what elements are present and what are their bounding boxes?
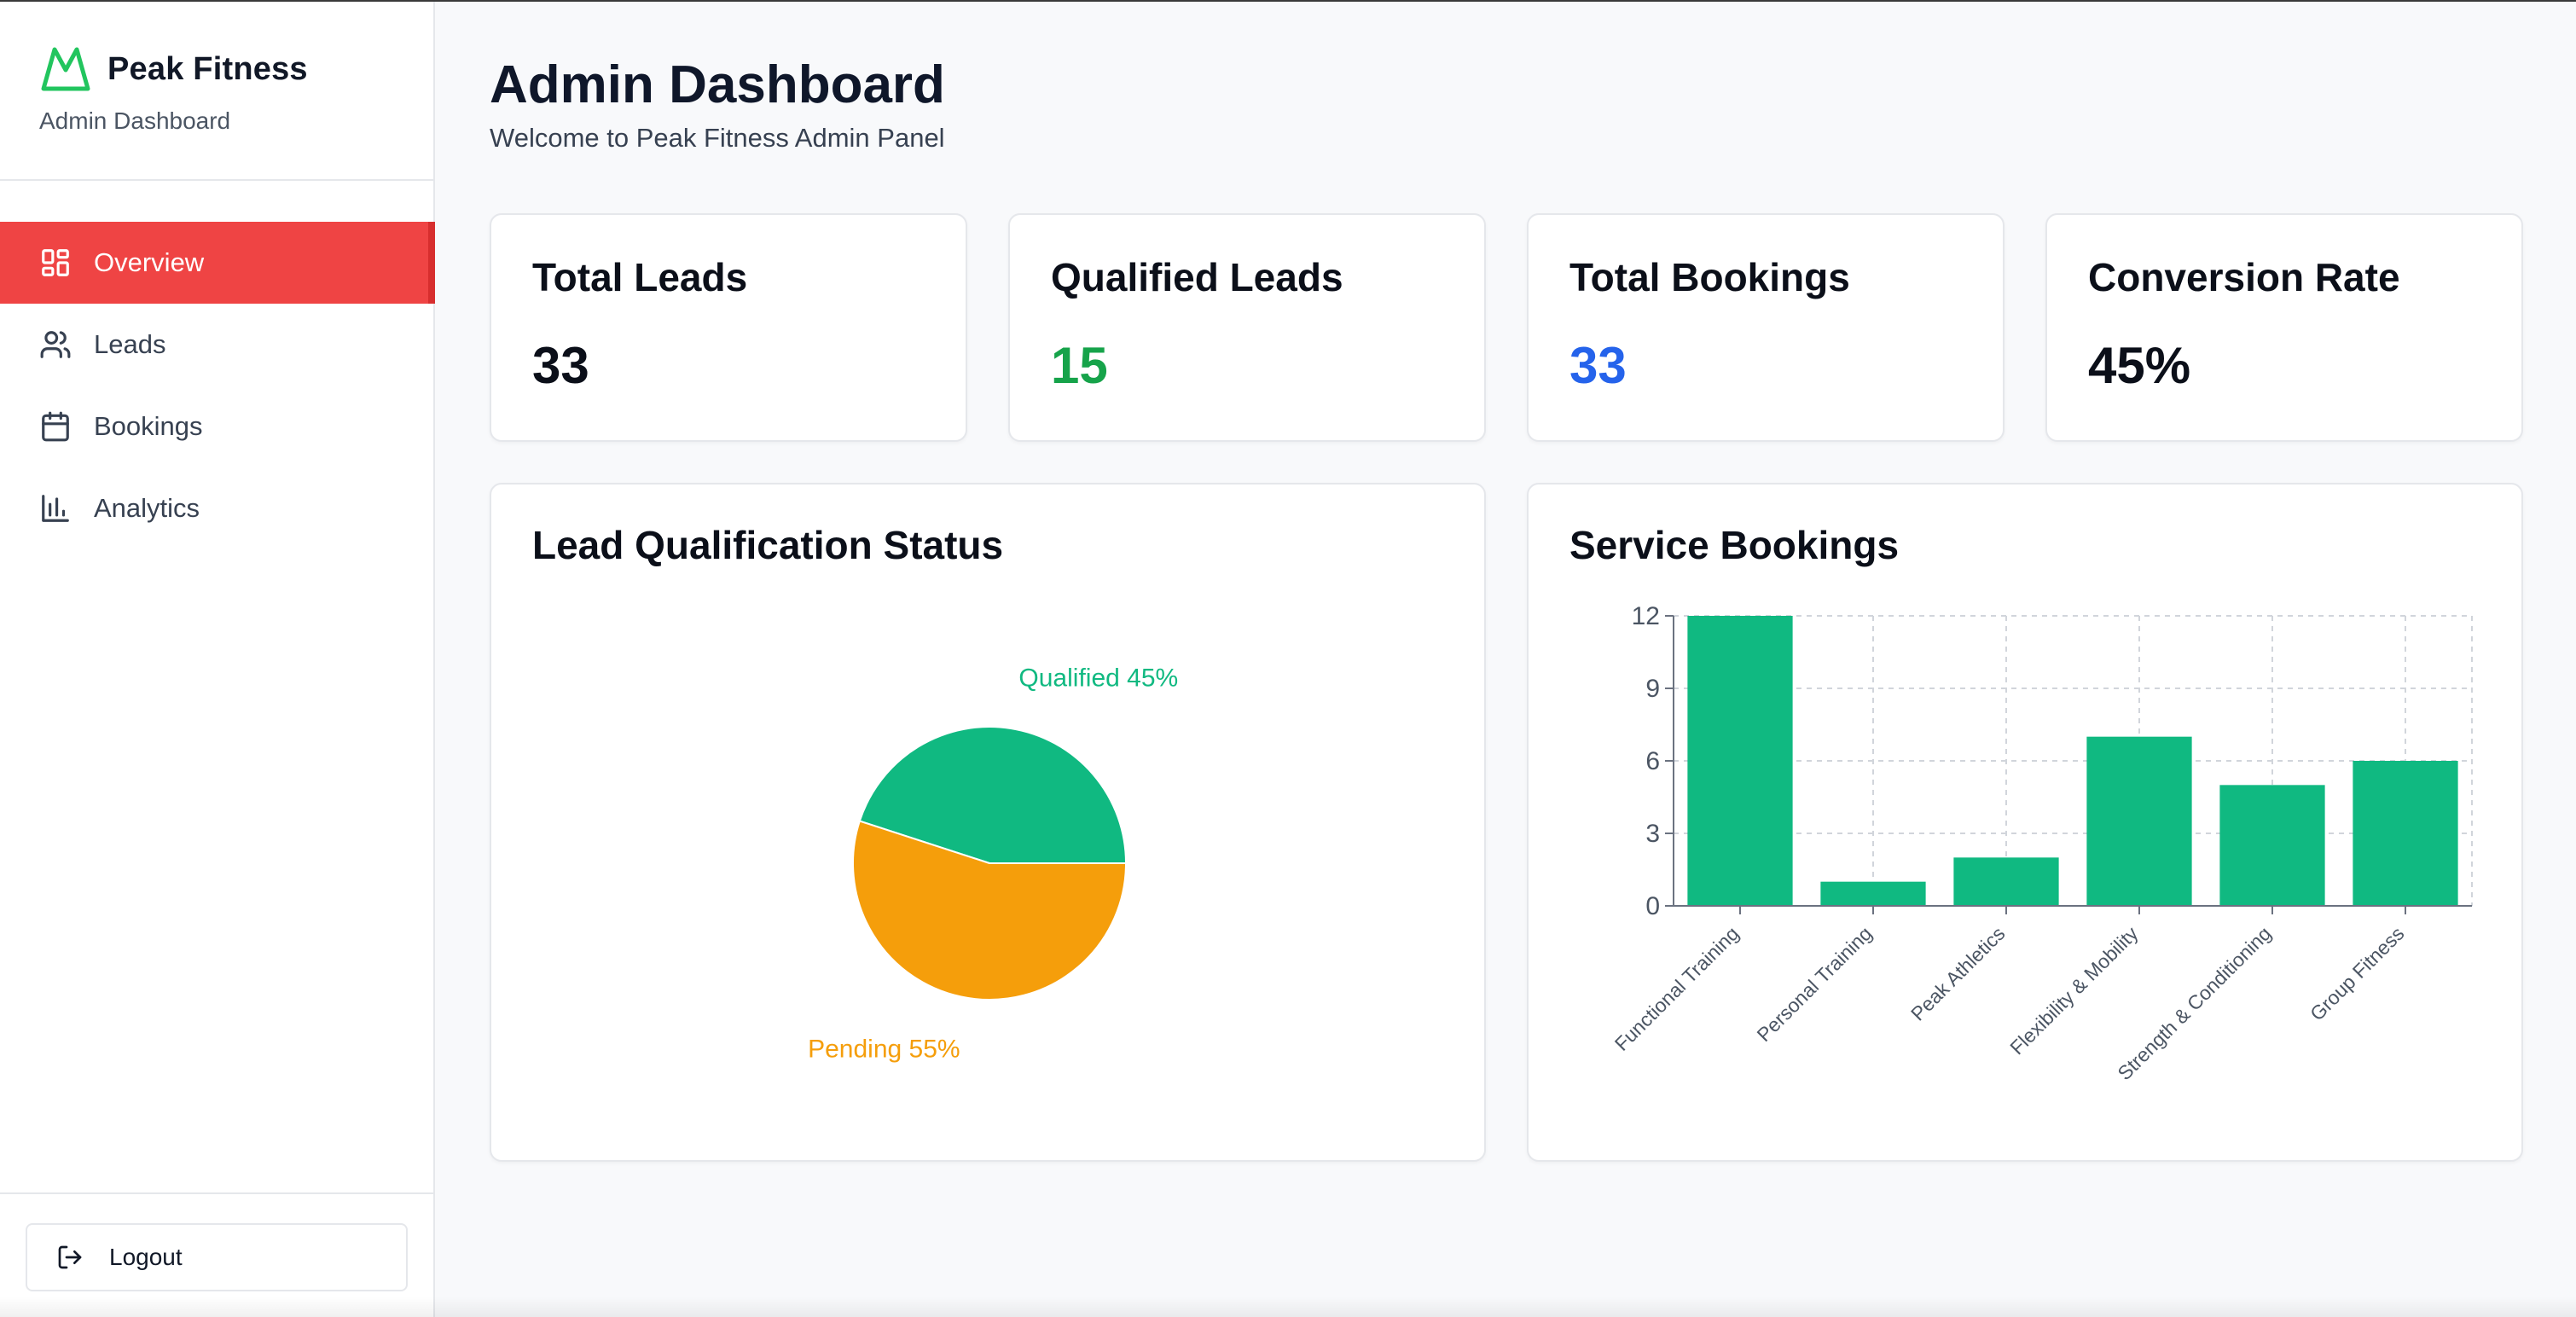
stat-title: Conversion Rate [2088, 255, 2400, 299]
x-tick-label: Functional Training [1610, 922, 1743, 1055]
stat-card-qualified-leads: Qualified Leads 15 [1008, 213, 1486, 442]
brand: Peak Fitness Admin Dashboard [39, 44, 308, 135]
pie-slice-qualified [858, 726, 1128, 864]
brand-subtitle: Admin Dashboard [39, 107, 231, 134]
pie-label-pending: Pending 55% [808, 1035, 960, 1063]
y-tick-label: 0 [1645, 892, 1660, 920]
bar-chart: 0 3 6 9 12 Functional Training Personal Traini… [1610, 602, 2473, 1084]
x-tick-label: Flexibility & Mobility [2005, 922, 2143, 1059]
x-tick-label: Personal Training [1753, 922, 1877, 1046]
bar-5 [2353, 761, 2458, 906]
y-tick-label: 3 [1645, 820, 1660, 848]
layout-grid-icon [42, 249, 69, 276]
bar-3 [2086, 736, 2192, 906]
y-tick-label: 6 [1645, 747, 1660, 775]
chart-title: Service Bookings [1569, 523, 1900, 567]
stat-value: 33 [532, 337, 589, 394]
y-tick-label: 12 [1632, 602, 1660, 630]
bar-0 [1687, 616, 1793, 906]
chart-title: Lead Qualification Status [532, 523, 1004, 567]
bar-1 [1820, 881, 1926, 906]
logout-icon [58, 1245, 82, 1269]
service-bookings-card: Service Bookings 0 3 6 9 12 Functional Traini… [1527, 483, 2523, 1162]
logout-button[interactable]: Logout [26, 1223, 408, 1291]
stat-card-total-leads: Total Leads 33 [490, 213, 967, 442]
sidebar-item-overview[interactable]: Overview [0, 222, 435, 304]
lead-qualification-card: Lead Qualification Status Qualified 45% P… [490, 483, 1486, 1162]
page-subtitle: Welcome to Peak Fitness Admin Panel [490, 123, 945, 153]
sidebar-bottom-divider [0, 1192, 433, 1194]
pie-chart: Qualified 45% Pending 55% [808, 664, 1178, 1064]
sidebar-item-label: Leads [94, 329, 166, 359]
stat-card-total-bookings: Total Bookings 33 [1527, 213, 2005, 442]
x-tick-label: Strength & Conditioning [2113, 922, 2275, 1084]
bottom-shadow [0, 1297, 2576, 1317]
stat-card-conversion-rate: Conversion Rate 45% [2045, 213, 2523, 442]
sidebar-item-analytics[interactable]: Analytics [0, 467, 435, 549]
sidebar-divider [0, 179, 433, 181]
bar-4 [2219, 785, 2325, 906]
brand-name: Peak Fitness [107, 50, 308, 87]
sidebar-item-bookings[interactable]: Bookings [0, 386, 435, 467]
bar-2 [1953, 857, 2059, 906]
page-title: Admin Dashboard [490, 55, 945, 114]
stat-title: Total Bookings [1569, 255, 1850, 299]
sidebar-item-leads[interactable]: Leads [0, 304, 435, 386]
stat-value: 15 [1051, 337, 1108, 394]
sidebar-item-label: Analytics [94, 493, 200, 523]
mountain-icon [41, 47, 90, 91]
y-tick-label: 9 [1645, 675, 1660, 703]
stat-title: Total Leads [532, 255, 748, 299]
window-top-border [0, 0, 2576, 2]
logout-label: Logout [109, 1244, 183, 1270]
stat-title: Qualified Leads [1051, 255, 1343, 299]
pie-label-qualified: Qualified 45% [1018, 664, 1178, 693]
sidebar-item-label: Bookings [94, 411, 203, 441]
bar-chart-icon [42, 495, 69, 522]
x-tick-label: Group Fitness [2306, 922, 2409, 1025]
sidebar-item-label: Overview [94, 247, 205, 277]
x-tick-label: Peak Athletics [1906, 922, 2010, 1025]
calendar-icon [42, 411, 69, 442]
stat-value: 45% [2088, 337, 2191, 394]
pie-slice-pending [852, 820, 1128, 1001]
stat-value: 33 [1569, 337, 1627, 394]
sidebar: Peak Fitness Admin Dashboard Overview Le… [0, 2, 435, 1317]
sidebar-nav: Overview Leads Bookings Analytics [0, 222, 435, 549]
users-icon [40, 331, 71, 358]
